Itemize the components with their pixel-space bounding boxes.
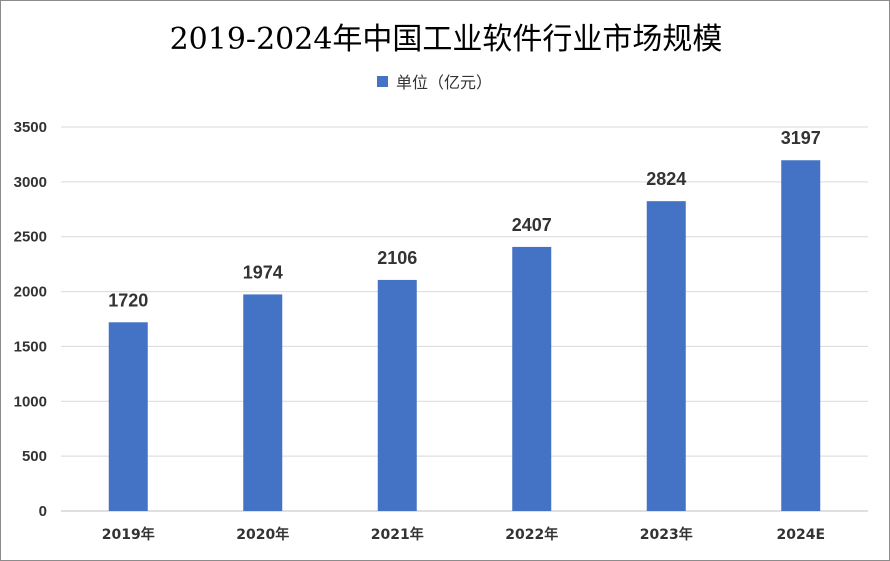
data-label: 1720 xyxy=(108,290,148,310)
chart-title: 2019-2024年中国工业软件行业市场规模 xyxy=(170,22,723,57)
bar xyxy=(512,246,552,511)
bar xyxy=(781,160,821,512)
y-tick-label: 0 xyxy=(39,503,47,520)
legend: 单位（亿元） xyxy=(377,73,492,92)
x-tick-label: 2024E xyxy=(776,527,825,543)
data-label: 2106 xyxy=(377,248,417,268)
x-tick-label: 2022年 xyxy=(505,526,558,543)
gridlines xyxy=(61,126,868,512)
data-label: 2407 xyxy=(512,215,552,235)
x-tick-label: 2021年 xyxy=(371,526,424,543)
x-tick-label: 2019年 xyxy=(102,526,155,543)
data-label: 1974 xyxy=(243,262,283,282)
x-tick-label: 2023年 xyxy=(640,526,693,543)
y-tick-label: 1500 xyxy=(14,338,47,355)
bar xyxy=(377,279,417,511)
x-tick-label: 2020年 xyxy=(236,526,289,543)
data-labels: 1720 1974 2106 2407 2824 3197 xyxy=(108,128,821,310)
legend-label: 单位（亿元） xyxy=(396,73,492,92)
y-tick-label: 2000 xyxy=(14,284,47,301)
y-axis-tick-labels: 0 500 1000 1500 2000 2500 3000 3500 xyxy=(14,119,47,520)
y-tick-label: 1000 xyxy=(14,393,47,410)
y-tick-label: 3000 xyxy=(14,174,47,191)
data-label: 3197 xyxy=(781,128,821,148)
bar xyxy=(243,294,283,511)
bar xyxy=(646,201,686,511)
y-tick-label: 3500 xyxy=(14,119,47,136)
y-tick-label: 500 xyxy=(22,448,47,465)
x-axis-tick-labels: 2019年 2020年 2021年 2022年 2023年 2024E xyxy=(102,526,825,543)
legend-swatch xyxy=(377,76,388,87)
bar xyxy=(108,322,148,511)
bars xyxy=(108,160,821,512)
data-label: 2824 xyxy=(646,169,686,189)
y-tick-label: 2500 xyxy=(14,229,47,246)
